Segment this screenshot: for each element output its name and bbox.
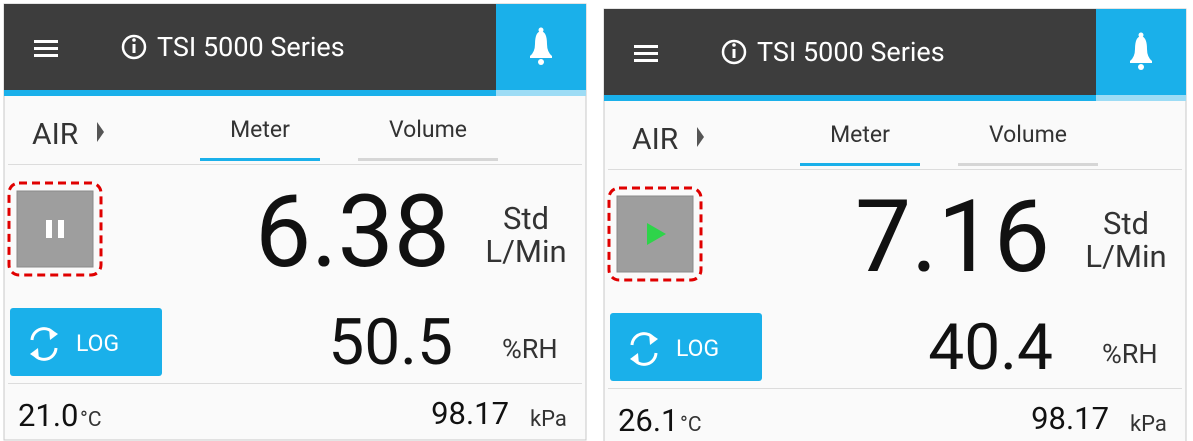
temperature-unit: °C [680, 413, 702, 437]
info-icon[interactable] [121, 34, 147, 60]
flow-unit: Std [1103, 205, 1149, 242]
info-circle [721, 39, 747, 65]
pressure-value: 98.17 [431, 395, 509, 432]
header-stripe [604, 95, 1096, 101]
divider [608, 169, 1182, 170]
sync-arrow [649, 333, 658, 345]
humidity-unit: %RH [502, 333, 558, 365]
tab-label[interactable]: Meter [830, 121, 890, 148]
menu-line [34, 40, 58, 43]
sync-arrow [30, 348, 39, 360]
menu-icon[interactable] [634, 45, 658, 62]
info-dot [732, 43, 736, 47]
header-stripe-light [1096, 95, 1186, 101]
mode-label[interactable]: AIR [632, 122, 678, 157]
tab-indicator-active [800, 163, 920, 166]
temperature-unit: °C [80, 408, 102, 432]
flow-unit: Std [503, 200, 549, 237]
info-stem [132, 44, 136, 53]
header-title: TSI 5000 Series [157, 31, 345, 63]
pressure-unit: kPa [1130, 412, 1167, 437]
temperature-value: 21.0 [18, 397, 78, 434]
info-stem [732, 49, 736, 58]
mode-arrow [697, 127, 704, 147]
bell-top [538, 27, 544, 33]
flow-value: 6.38 [255, 174, 450, 291]
sync-arrow [49, 328, 58, 340]
bell-body [1130, 36, 1152, 63]
flow-unit: L/Min [1085, 238, 1166, 275]
pressure-unit: kPa [530, 407, 567, 432]
mode-label[interactable]: AIR [32, 117, 78, 152]
menu-line [34, 54, 58, 57]
header-stripe [4, 90, 496, 96]
humidity-value: 50.5 [328, 305, 453, 380]
header-title: TSI 5000 Series [757, 36, 945, 68]
log-label: LOG [676, 335, 719, 362]
tab-label[interactable]: Volume [989, 121, 1067, 148]
tab-indicator [358, 158, 498, 161]
info-dot [132, 38, 136, 42]
sync-icon [30, 327, 58, 361]
tab-label[interactable]: Volume [389, 116, 467, 143]
bell-body [530, 31, 552, 58]
header-bar [604, 9, 1096, 95]
mode-arrow [97, 122, 104, 142]
humidity-unit: %RH [1102, 338, 1158, 370]
humidity-value: 40.4 [928, 310, 1053, 385]
pause-bar [46, 220, 52, 238]
header-stripe-light [496, 90, 586, 96]
control-button[interactable] [16, 190, 94, 268]
log-label: LOG [76, 330, 119, 357]
tab-label[interactable]: Meter [230, 116, 290, 143]
bell-clapper [1138, 64, 1144, 70]
header-bar [4, 4, 496, 90]
highlight-frame [7, 181, 103, 277]
menu-line [634, 59, 658, 62]
menu-line [634, 52, 658, 55]
menu-icon[interactable] [34, 40, 58, 57]
tab-indicator-active [200, 158, 320, 161]
flow-unit: L/Min [485, 233, 566, 270]
info-icon[interactable] [721, 39, 747, 65]
tab-indicator [958, 163, 1098, 166]
play-icon [647, 223, 666, 245]
divider [608, 388, 1182, 389]
divider [8, 383, 582, 384]
device-screen: TSI 5000 Series AIR Meter Volume 7.16 StdL/Mi… [603, 8, 1187, 441]
device-screen: TSI 5000 Series AIR Meter Volume 6.38 StdL/Mi… [3, 3, 587, 441]
menu-line [634, 45, 658, 48]
pause-bar [58, 220, 64, 238]
bell-icon [530, 27, 552, 65]
sync-arrow [630, 353, 639, 365]
info-circle [121, 34, 147, 60]
pressure-value: 98.17 [1031, 400, 1109, 437]
temperature-value: 26.1 [618, 402, 678, 439]
bell-icon [1130, 32, 1152, 70]
menu-line [34, 47, 58, 50]
highlight-frame [607, 186, 703, 282]
divider [8, 164, 582, 165]
bell-clapper [538, 59, 544, 65]
flow-value: 7.16 [855, 179, 1050, 296]
sync-icon [630, 332, 658, 366]
bell-top [1138, 32, 1144, 38]
